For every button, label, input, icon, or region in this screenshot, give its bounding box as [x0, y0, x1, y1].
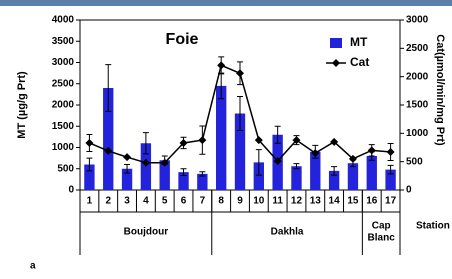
x-tick-label: 14 — [329, 196, 341, 207]
bar — [348, 163, 358, 190]
y-tick-label: 2500 — [52, 78, 75, 89]
bar — [367, 156, 377, 190]
group-label: Blanc — [368, 233, 396, 244]
legend-swatch — [330, 38, 342, 48]
y2-tick-label: 500 — [406, 156, 423, 167]
x-tick-label: 10 — [253, 196, 265, 207]
chart: Foie MT (µg/g Prt) Cat(µmol/min/mg Prt) … — [0, 0, 452, 279]
group-label: Cap — [372, 221, 391, 232]
x-axis-label: Station — [416, 221, 450, 232]
panel-label: a — [30, 261, 36, 272]
y-tick-label: 1000 — [52, 142, 75, 153]
y-tick-label: 3500 — [52, 36, 75, 47]
y-tick-label: 4000 — [52, 15, 75, 26]
y-tick-label: 3000 — [52, 57, 75, 68]
x-tick-label: 7 — [200, 196, 206, 207]
y-axis-label: MT (µg/g Prt) — [16, 71, 28, 139]
x-tick-label: 6 — [181, 196, 187, 207]
x-tick-label: 9 — [237, 196, 243, 207]
group-label: Dakhla — [271, 227, 304, 238]
y-tick-label: 1500 — [52, 121, 75, 132]
x-tick-label: 15 — [347, 196, 359, 207]
legend-label: Cat — [350, 55, 369, 69]
y-tick-label: 0 — [68, 185, 74, 196]
y2-tick-label: 0 — [406, 185, 412, 196]
x-tick-label: 17 — [385, 196, 397, 207]
x-tick-label: 4 — [143, 196, 149, 207]
y2-tick-label: 3000 — [406, 15, 429, 26]
y2-tick-label: 2500 — [406, 43, 429, 54]
bar — [291, 166, 301, 190]
x-tick-label: 1 — [87, 196, 93, 207]
legend-label: MT — [350, 35, 368, 49]
x-tick-label: 5 — [162, 196, 168, 207]
x-tick-label: 8 — [218, 196, 224, 207]
y-tick-label: 500 — [57, 163, 74, 174]
y-tick-label: 2000 — [52, 100, 75, 111]
y2-axis-label: Cat(µmol/min/mg Prt) — [434, 34, 446, 146]
x-tick-label: 11 — [272, 196, 283, 207]
x-tick-label: 16 — [366, 196, 378, 207]
x-tick-label: 3 — [124, 196, 130, 207]
y2-tick-label: 1500 — [406, 100, 429, 111]
chart-title: Foie — [166, 31, 199, 48]
group-label: Boujdour — [124, 227, 169, 238]
x-tick-label: 12 — [291, 196, 303, 207]
x-tick-label: 2 — [105, 196, 111, 207]
y2-tick-label: 1000 — [406, 128, 429, 139]
y2-tick-label: 2000 — [406, 71, 429, 82]
bar — [216, 86, 226, 190]
x-tick-label: 13 — [310, 196, 322, 207]
